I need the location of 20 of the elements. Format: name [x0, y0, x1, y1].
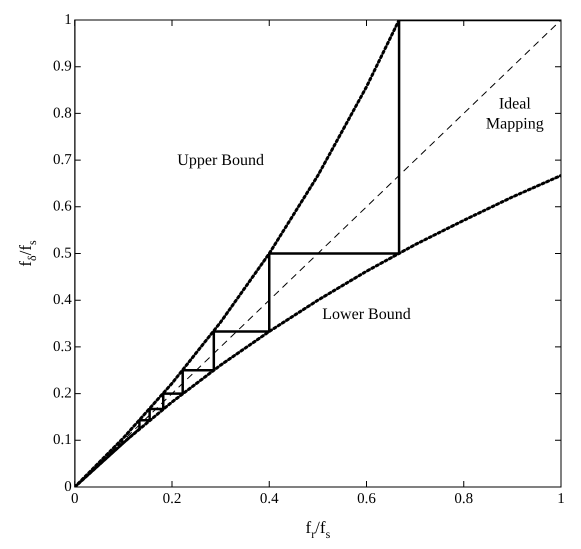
annotation: Upper Bound	[177, 152, 264, 170]
y-tick-label: 0.3	[53, 338, 72, 355]
y-axis-title: fδ/fs	[16, 240, 39, 267]
y-tick-label: 1	[64, 12, 72, 28]
y-tick-label: 0.8	[53, 105, 72, 122]
y-tick-label: 0.5	[53, 245, 72, 262]
x-tick-label: 1	[557, 490, 565, 507]
x-tick-label: 0.2	[162, 490, 182, 507]
x-tick-label: 0.6	[357, 490, 376, 507]
y-tick-label: 0.6	[53, 198, 72, 215]
y-tick-label: 0.7	[53, 152, 72, 168]
annotation: Ideal Mapping	[486, 95, 544, 132]
y-tick-label: 0	[64, 478, 72, 495]
x-tick-label: 0.8	[454, 490, 474, 507]
y-tick-label: 0.9	[53, 58, 72, 75]
annotation: Lower Bound	[322, 306, 411, 324]
y-tick-label: 0.4	[53, 292, 72, 308]
x-tick-label: 0.4	[260, 490, 280, 507]
y-tick-label: 0.1	[53, 432, 72, 448]
y-tick-label: 0.2	[53, 386, 72, 402]
